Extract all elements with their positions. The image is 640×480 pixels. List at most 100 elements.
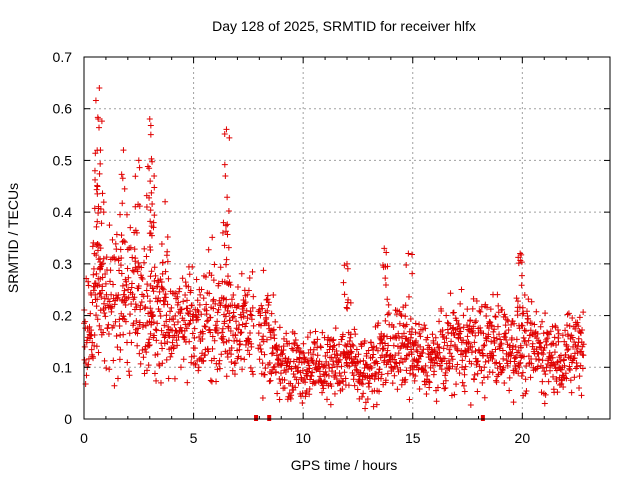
data-point bbox=[217, 264, 224, 271]
data-point bbox=[331, 351, 338, 358]
data-point bbox=[204, 318, 211, 325]
data-point bbox=[107, 267, 114, 274]
data-point bbox=[351, 382, 358, 389]
data-point bbox=[351, 326, 358, 333]
data-point bbox=[357, 369, 364, 376]
data-point bbox=[216, 360, 223, 367]
data-point bbox=[341, 369, 348, 376]
data-point bbox=[148, 223, 155, 230]
data-point bbox=[305, 362, 312, 369]
data-point bbox=[304, 334, 311, 341]
data-point bbox=[156, 362, 163, 369]
data-point bbox=[88, 291, 95, 298]
data-point bbox=[543, 364, 550, 371]
data-point bbox=[290, 346, 297, 353]
data-point bbox=[499, 306, 506, 313]
data-point bbox=[344, 260, 350, 267]
data-point bbox=[416, 330, 423, 337]
data-point bbox=[375, 369, 382, 376]
data-point bbox=[290, 370, 297, 377]
data-point bbox=[256, 356, 263, 363]
data-point bbox=[564, 346, 571, 353]
data-point bbox=[228, 351, 235, 358]
data-point bbox=[552, 322, 559, 329]
data-point bbox=[105, 330, 112, 337]
data-point bbox=[520, 310, 527, 317]
data-point bbox=[118, 171, 125, 178]
data-point bbox=[151, 264, 158, 271]
data-point bbox=[157, 297, 164, 304]
data-point bbox=[473, 318, 480, 325]
data-point bbox=[132, 264, 139, 271]
data-point bbox=[556, 382, 563, 389]
data-point bbox=[123, 281, 130, 288]
data-point bbox=[355, 351, 362, 358]
data-point bbox=[555, 338, 562, 345]
data-point bbox=[539, 318, 546, 325]
data-point bbox=[461, 371, 468, 378]
data-point bbox=[439, 327, 446, 334]
data-point bbox=[100, 329, 107, 336]
data-point bbox=[348, 350, 355, 357]
data-point bbox=[87, 335, 94, 342]
data-point bbox=[389, 380, 396, 387]
data-point bbox=[209, 333, 216, 340]
data-point bbox=[551, 349, 558, 356]
data-point bbox=[149, 311, 156, 318]
data-point bbox=[344, 265, 351, 272]
data-point bbox=[99, 260, 106, 267]
data-point bbox=[400, 330, 407, 337]
data-point bbox=[338, 363, 345, 370]
data-point bbox=[250, 371, 257, 378]
data-point bbox=[122, 318, 129, 325]
data-point bbox=[264, 307, 271, 314]
data-point bbox=[189, 263, 196, 270]
data-point bbox=[180, 317, 187, 324]
data-point bbox=[284, 359, 291, 366]
data-point bbox=[265, 322, 272, 329]
data-point bbox=[164, 258, 171, 265]
data-point bbox=[148, 232, 155, 239]
data-point bbox=[576, 373, 583, 380]
data-point bbox=[370, 403, 377, 410]
data-point bbox=[354, 367, 361, 374]
data-point bbox=[85, 355, 92, 362]
data-point bbox=[106, 222, 113, 229]
data-point bbox=[200, 357, 207, 364]
data-point bbox=[580, 309, 587, 316]
data-point bbox=[185, 321, 192, 328]
data-point bbox=[343, 304, 350, 311]
data-point bbox=[269, 366, 276, 373]
data-point bbox=[490, 334, 497, 341]
data-point bbox=[119, 282, 126, 289]
data-point bbox=[219, 329, 226, 336]
data-point bbox=[134, 325, 141, 332]
data-point bbox=[124, 265, 131, 272]
data-point bbox=[399, 333, 406, 340]
data-point bbox=[141, 370, 148, 377]
data-point bbox=[221, 131, 228, 138]
data-point bbox=[374, 360, 381, 367]
data-point bbox=[391, 372, 398, 379]
data-point bbox=[442, 377, 449, 384]
data-point bbox=[478, 367, 485, 374]
data-point bbox=[408, 325, 415, 332]
data-point bbox=[182, 279, 189, 286]
data-point bbox=[194, 316, 201, 323]
data-point bbox=[191, 325, 198, 332]
data-point bbox=[481, 394, 488, 401]
data-point bbox=[226, 134, 233, 141]
data-point bbox=[145, 362, 152, 369]
data-point bbox=[89, 243, 96, 250]
data-point bbox=[146, 336, 153, 343]
data-point bbox=[266, 360, 273, 367]
data-point bbox=[471, 376, 478, 383]
data-point bbox=[578, 392, 585, 399]
data-point bbox=[436, 344, 443, 351]
x-tick-labels: 0 5 10 15 20 bbox=[80, 430, 530, 446]
data-point bbox=[409, 366, 416, 373]
data-point bbox=[353, 346, 360, 353]
data-point bbox=[108, 291, 115, 298]
data-point bbox=[151, 172, 158, 179]
data-point bbox=[239, 366, 246, 373]
